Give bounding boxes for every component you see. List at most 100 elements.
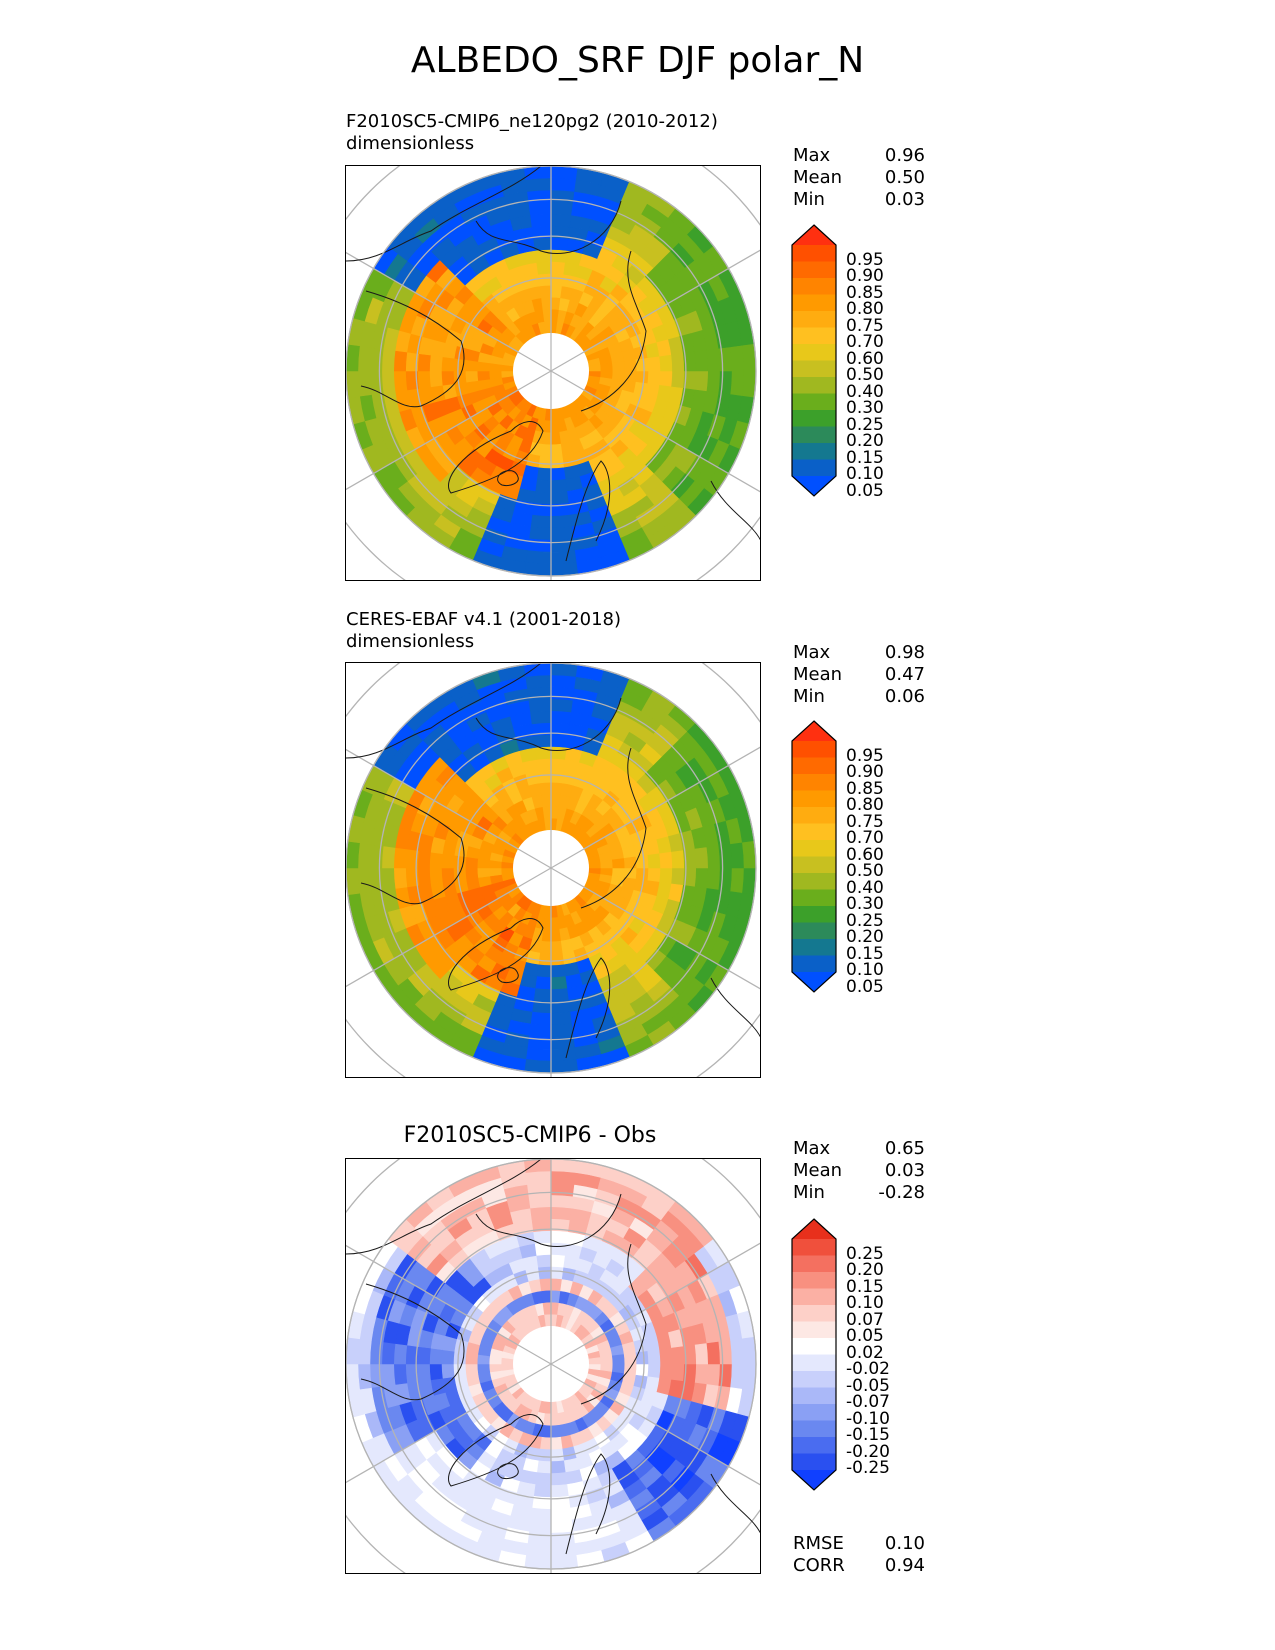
field-cell bbox=[550, 976, 568, 990]
field-cell bbox=[541, 793, 552, 808]
field-cell bbox=[536, 261, 552, 275]
field-cell bbox=[528, 201, 552, 216]
field-cell bbox=[453, 1363, 467, 1378]
colorbar-tick-label: 0.25 bbox=[846, 1243, 884, 1264]
colorbar-segment bbox=[792, 1321, 836, 1339]
field-cell bbox=[550, 1436, 563, 1451]
field-cell bbox=[534, 976, 552, 990]
mean-stat: Mean 0.50 bbox=[793, 167, 925, 188]
field-cell bbox=[742, 840, 756, 869]
coastlines bbox=[346, 1159, 760, 1555]
colorbar-tick-label: -0.07 bbox=[846, 1392, 890, 1412]
field-cell bbox=[550, 698, 574, 713]
field-cell bbox=[550, 237, 569, 251]
colorbar-tick-label: 0.70 bbox=[846, 332, 884, 352]
colorbar-tick-label: 0.30 bbox=[846, 398, 884, 418]
field-cell bbox=[357, 345, 372, 372]
field-cell bbox=[635, 1363, 649, 1378]
colorbar-segment bbox=[792, 939, 836, 956]
field-cell bbox=[536, 758, 552, 772]
field-cell bbox=[550, 550, 577, 565]
field-cell bbox=[537, 1266, 552, 1280]
albedo-field bbox=[346, 663, 756, 1073]
field-cell bbox=[742, 867, 756, 896]
field-cell bbox=[500, 867, 514, 875]
field-cell bbox=[550, 273, 565, 287]
field-cell bbox=[464, 370, 479, 383]
coastline bbox=[448, 1414, 544, 1487]
field-cell bbox=[550, 1413, 560, 1427]
colorbar-tick-label: 0.30 bbox=[846, 894, 884, 914]
field-cell bbox=[488, 867, 502, 877]
field-cell bbox=[550, 964, 566, 978]
field-cell bbox=[550, 917, 560, 931]
field-cell bbox=[588, 1357, 602, 1365]
colorbar-tick-label: -0.20 bbox=[846, 1441, 890, 1462]
colorbar-bottom-extension bbox=[792, 1470, 836, 1490]
field-cell bbox=[550, 408, 558, 422]
field-cell bbox=[464, 867, 479, 880]
coastlines bbox=[346, 166, 760, 562]
coastline bbox=[475, 1193, 622, 1248]
colorbar-tick-label: 0.80 bbox=[846, 299, 884, 319]
field-cell bbox=[659, 1347, 673, 1365]
field-cell bbox=[706, 845, 721, 869]
field-cell bbox=[429, 1363, 443, 1381]
coastline bbox=[360, 787, 465, 905]
field-cell bbox=[541, 1289, 552, 1304]
field-cell bbox=[537, 952, 552, 966]
field-cell bbox=[346, 867, 360, 896]
colorbar-tick-label: 0.75 bbox=[846, 315, 884, 336]
colorbar-segment bbox=[792, 774, 836, 791]
field-cell bbox=[550, 734, 569, 748]
field-cell bbox=[525, 1543, 552, 1558]
field-cell bbox=[528, 698, 552, 713]
field-cell bbox=[542, 1301, 552, 1315]
field-cell bbox=[441, 867, 455, 883]
field-cell bbox=[550, 1555, 579, 1569]
field-cell bbox=[393, 370, 408, 392]
field-cell bbox=[742, 343, 756, 372]
diff-title: F2010SC5-CMIP6 - Obs bbox=[403, 1123, 657, 1148]
colorbar-tick-label: 0.15 bbox=[846, 447, 884, 468]
colorbar-segment bbox=[792, 741, 836, 758]
field-cell bbox=[647, 356, 661, 372]
coastline bbox=[710, 1473, 760, 1534]
field-cell bbox=[539, 1277, 552, 1292]
field-cell bbox=[453, 370, 467, 385]
field-cell bbox=[525, 1047, 552, 1062]
colorbar-segment bbox=[792, 443, 836, 460]
field-cell bbox=[539, 781, 552, 796]
field-cell bbox=[550, 988, 569, 1002]
colorbar-tick-label: 0.80 bbox=[846, 795, 884, 815]
field-cell bbox=[623, 856, 638, 869]
colorbar-tick-label: -0.02 bbox=[846, 1359, 890, 1379]
field-cell bbox=[357, 1363, 372, 1390]
rmse-stat: RMSE 0.10 bbox=[793, 1533, 925, 1554]
obs-stats: Max 0.98 Mean 0.47 Min 0.06 bbox=[793, 642, 925, 708]
albedo-field bbox=[346, 1159, 756, 1569]
field-cell bbox=[533, 1484, 552, 1498]
field-cell bbox=[550, 1254, 566, 1268]
colorbar-segment bbox=[792, 840, 836, 857]
field-cell bbox=[550, 479, 568, 493]
field-cell bbox=[381, 845, 396, 869]
coastline bbox=[475, 200, 622, 255]
field-cell bbox=[647, 1349, 661, 1365]
coastline bbox=[497, 470, 519, 486]
coastline bbox=[565, 1453, 611, 1555]
field-cell bbox=[550, 674, 577, 689]
field-cell bbox=[346, 1363, 360, 1392]
field-cell bbox=[429, 370, 443, 388]
colorbar-tick-label: 0.15 bbox=[846, 1276, 884, 1297]
field-cell bbox=[659, 867, 673, 885]
field-cell bbox=[588, 861, 602, 869]
coastline bbox=[346, 1159, 542, 1255]
field-cell bbox=[393, 867, 408, 889]
field-cell bbox=[541, 296, 552, 311]
field-cell bbox=[550, 905, 558, 919]
coastline bbox=[710, 480, 760, 541]
field-cell bbox=[417, 370, 431, 389]
field-cell bbox=[357, 1338, 372, 1365]
field-cell bbox=[659, 354, 673, 372]
